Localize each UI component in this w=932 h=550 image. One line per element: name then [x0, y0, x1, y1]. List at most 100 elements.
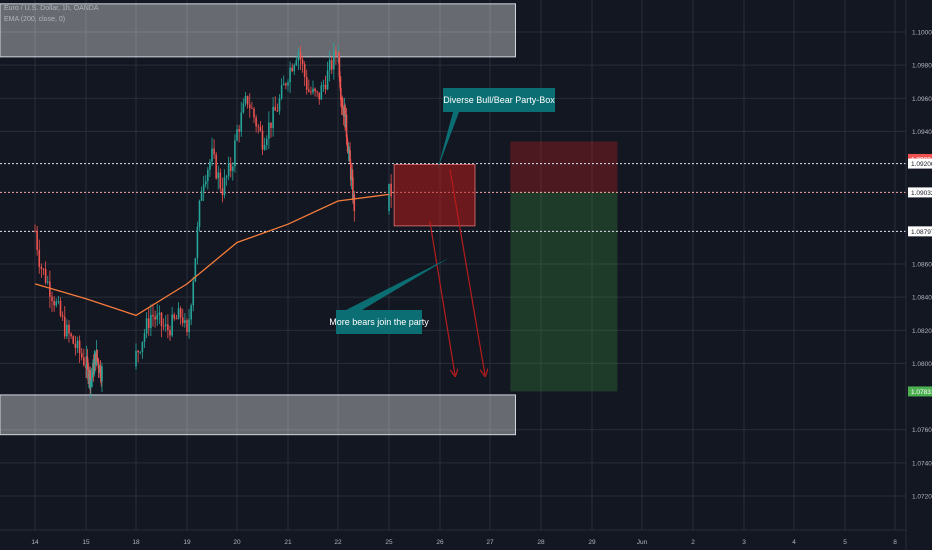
x-tick-label: 26 [436, 539, 444, 546]
candle-body [328, 60, 331, 71]
candle-body [53, 301, 55, 306]
candle-body [217, 172, 220, 179]
candle-body [96, 349, 98, 359]
candle-body [305, 76, 308, 90]
ema-indicator-label[interactable]: EMA (200, close, 0) [4, 16, 66, 23]
candle-body [101, 366, 103, 382]
candle-body [99, 365, 102, 379]
y-tick-label: 1.10000 [912, 30, 932, 37]
candle-body [312, 88, 314, 93]
candle-body [213, 148, 215, 155]
x-tick-label: 20 [233, 539, 241, 546]
callout-party-box-bubble [437, 88, 555, 170]
candle-body [274, 106, 277, 111]
candle-body [177, 308, 180, 320]
candle-body [63, 316, 66, 337]
candle-body [240, 112, 243, 132]
candle-body [188, 319, 190, 333]
candle-body [86, 356, 89, 364]
candle-body [257, 126, 260, 128]
candle-body [190, 305, 192, 320]
candle-body [340, 87, 342, 100]
candle-body [346, 136, 349, 146]
price-badge: 1.09032 [908, 187, 932, 198]
callout-more-bears-text: More bears join the party [329, 317, 429, 327]
candle-body [322, 84, 325, 86]
candle-body [143, 333, 146, 342]
candle-body [61, 315, 64, 317]
price-badge-bg [908, 226, 932, 237]
candle-body [251, 108, 253, 110]
x-tick-label: Jun [637, 539, 648, 546]
candle-body [49, 281, 51, 297]
candle-body [209, 161, 211, 170]
candle-body [200, 191, 203, 201]
candle-body [349, 162, 352, 181]
candle-body [150, 314, 152, 329]
x-tick-label: 19 [183, 539, 191, 546]
candle-body [215, 154, 217, 179]
bear-arrow-2 [449, 169, 485, 375]
candle-body [154, 316, 156, 320]
x-tick-label: 3 [742, 539, 746, 546]
candle-body [42, 268, 45, 270]
candle-body [234, 140, 236, 167]
candle-body [270, 122, 272, 128]
support-zone [0, 394, 516, 436]
x-tick-label: 8 [893, 539, 897, 546]
y-tick-label: 1.09600 [912, 96, 932, 103]
candle-body [83, 357, 85, 366]
candle-body [297, 52, 300, 61]
candle-body [162, 325, 165, 327]
candle-body [278, 98, 281, 112]
candle-body [339, 77, 341, 88]
candle-body [59, 301, 62, 316]
candle-body [97, 358, 99, 362]
candle-body [351, 174, 353, 178]
candle-body [330, 60, 333, 70]
candle-body [255, 117, 257, 127]
candle-body [44, 269, 47, 283]
callout-party-box-text: Diverse Bull/Bear Party-Box [443, 95, 555, 105]
candle-body [350, 174, 353, 181]
candle-body [181, 317, 184, 324]
y-tick-label: 1.07400 [912, 460, 932, 467]
price-badge: 1.09206 [908, 158, 932, 169]
candle-body [202, 184, 205, 192]
symbol-title[interactable]: Euro / U.S. Dollar, 1h, OANDA [4, 5, 99, 12]
x-tick-label: 27 [486, 539, 494, 546]
candle-body [76, 340, 79, 348]
candle-body [147, 318, 150, 329]
candle-body [91, 374, 94, 379]
candle-body [152, 314, 154, 317]
candle-body [141, 341, 144, 352]
candle-body [90, 378, 93, 381]
x-tick-label: 18 [132, 539, 140, 546]
candle-body [340, 99, 343, 104]
candle-body [289, 67, 291, 83]
candle-body [341, 103, 344, 108]
candle-body [89, 370, 91, 388]
candle-body [238, 129, 240, 132]
candle-body [223, 177, 226, 196]
candle-body [265, 138, 268, 145]
candle-body [227, 163, 230, 177]
stop-loss-zone [510, 141, 618, 193]
candle-body [46, 281, 49, 283]
candle-body [158, 312, 161, 315]
candle-body [87, 378, 90, 380]
candle-body [293, 64, 296, 72]
candle-body [175, 318, 178, 320]
candle-body [242, 103, 245, 113]
y-tick-label: 1.07600 [912, 427, 932, 434]
candle-body [310, 91, 312, 93]
candle-body [160, 312, 163, 326]
candle-body [272, 106, 274, 128]
candle-body [198, 200, 201, 227]
candle-body [36, 231, 38, 250]
candle-body [268, 122, 270, 139]
candle-body [301, 59, 304, 65]
candle-body [259, 126, 262, 131]
